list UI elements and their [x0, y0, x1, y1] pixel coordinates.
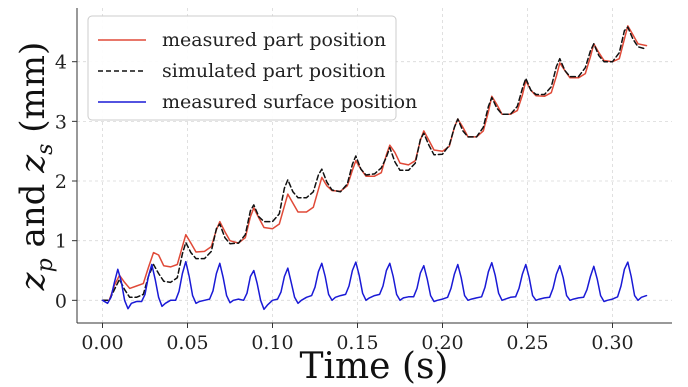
y-axis-title-sub1: p [33, 258, 58, 272]
measured-surface-position-line [101, 260, 648, 311]
x-tick-labels: 0.00 0.05 0.10 0.15 0.20 0.25 0.30 [81, 332, 633, 354]
measured-part-position-line [101, 25, 648, 302]
x-tick-label: 0.05 [166, 332, 208, 354]
x-tick-label: 0.10 [251, 332, 293, 354]
series-lines [101, 25, 648, 311]
y-axis-title-z1: z [13, 271, 53, 291]
y-tick-label: 2 [55, 171, 67, 193]
y-tick-label: 3 [55, 111, 67, 133]
x-axis-title: Time (s) [300, 346, 449, 387]
legend-box [87, 15, 397, 121]
legend-label-measured-part: measured part position [162, 29, 386, 51]
y-tick-label: 1 [55, 231, 67, 253]
y-tick-label: 4 [55, 52, 67, 74]
x-tick-label: 0.30 [591, 332, 633, 354]
y-axis-title-unit: (mm) [13, 42, 53, 144]
x-tick-label: 0.20 [421, 332, 463, 354]
legend-label-simulated-part: simulated part position [162, 60, 386, 82]
simulated-part-position-line [101, 26, 648, 302]
gridlines [77, 8, 672, 323]
y-axis-title: zp and zs (mm) [13, 42, 58, 292]
y-axis-title-z2: z [13, 154, 53, 174]
y-axis-title-mid: and [13, 173, 53, 259]
x-tick-label: 0.15 [336, 332, 378, 354]
y-axis-title-sub2: s [33, 144, 58, 155]
legend-label-measured-surface: measured surface position [162, 91, 417, 113]
legend: measured part position simulated part po… [87, 15, 417, 121]
x-tick-label: 0.00 [81, 332, 123, 354]
axes [72, 8, 672, 328]
y-tick-label: 0 [55, 290, 67, 312]
y-tick-labels: 0 1 2 3 4 [55, 52, 67, 313]
x-tick-label: 0.25 [506, 332, 548, 354]
